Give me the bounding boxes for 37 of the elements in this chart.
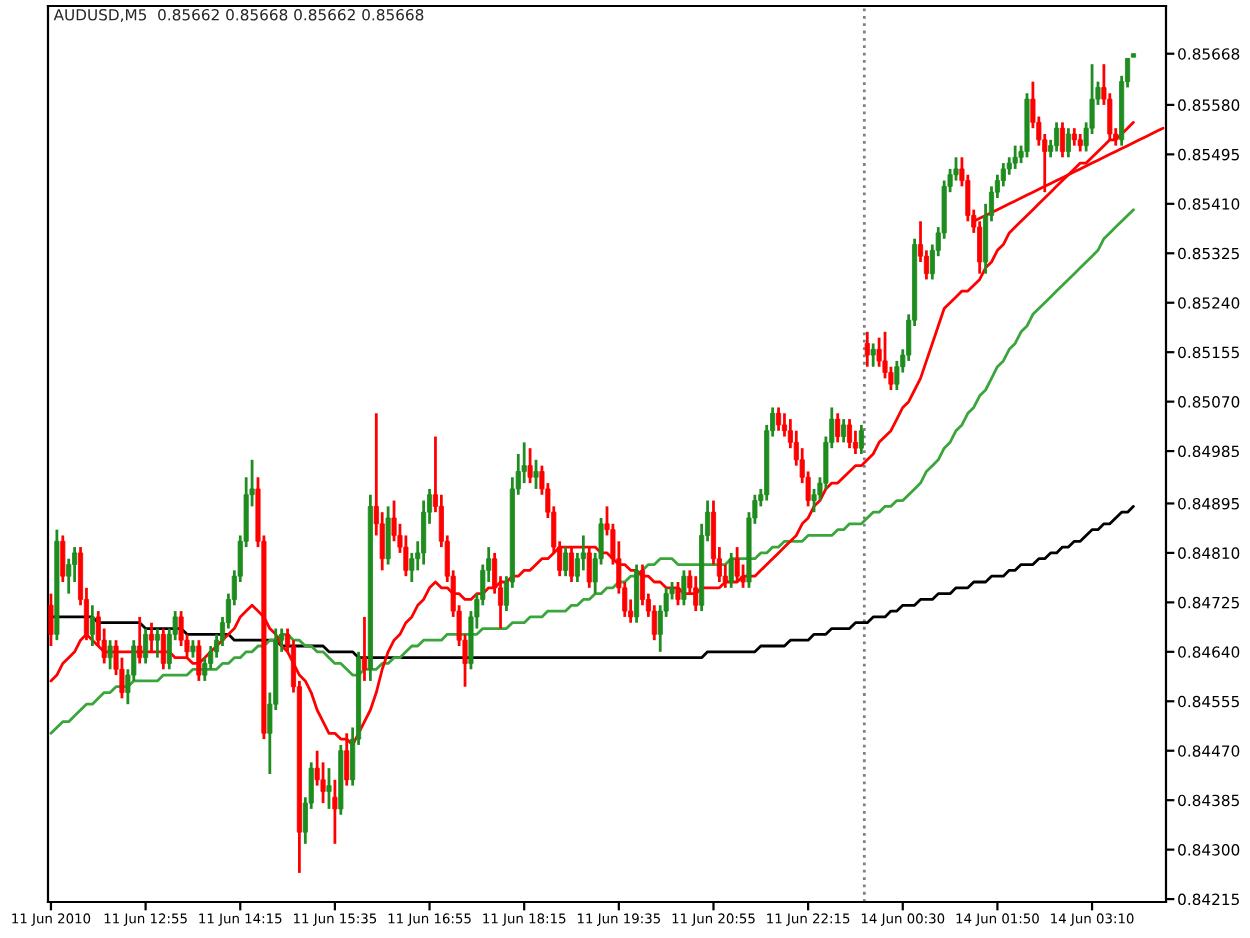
candlestick <box>846 417 853 450</box>
candlestick <box>864 330 870 369</box>
candlestick <box>870 342 876 369</box>
candlestick <box>1065 126 1071 159</box>
candlestick <box>1059 120 1066 159</box>
candlestick <box>734 545 740 584</box>
line-series <box>49 208 1135 735</box>
candlestick <box>160 627 166 671</box>
candlestick <box>154 627 160 660</box>
candlestick <box>332 778 338 846</box>
candlestick <box>1054 120 1060 153</box>
candlestick <box>728 551 734 590</box>
candlestick <box>835 411 841 444</box>
candlestick <box>326 766 332 811</box>
candlestick <box>196 638 202 683</box>
candlestick <box>361 615 368 683</box>
candlestick <box>385 504 391 566</box>
candlestick <box>586 545 592 590</box>
candlestick <box>107 638 113 671</box>
candlestick <box>48 592 54 648</box>
candlestick <box>60 534 66 584</box>
candlestick <box>148 621 155 654</box>
candlestick <box>568 545 575 584</box>
candlestick <box>776 406 782 433</box>
candlestick <box>675 580 681 607</box>
candlestick <box>1012 144 1018 171</box>
candlestick <box>89 603 95 648</box>
candlestick <box>563 545 569 578</box>
candlestick <box>634 563 640 625</box>
candlestick <box>681 568 687 607</box>
candlestick <box>527 446 533 485</box>
candlestick <box>841 417 847 444</box>
candlestick <box>143 627 149 665</box>
candlestick <box>858 423 864 456</box>
candlestick <box>137 615 143 665</box>
candlestick <box>533 458 539 491</box>
candlestick <box>693 574 699 613</box>
